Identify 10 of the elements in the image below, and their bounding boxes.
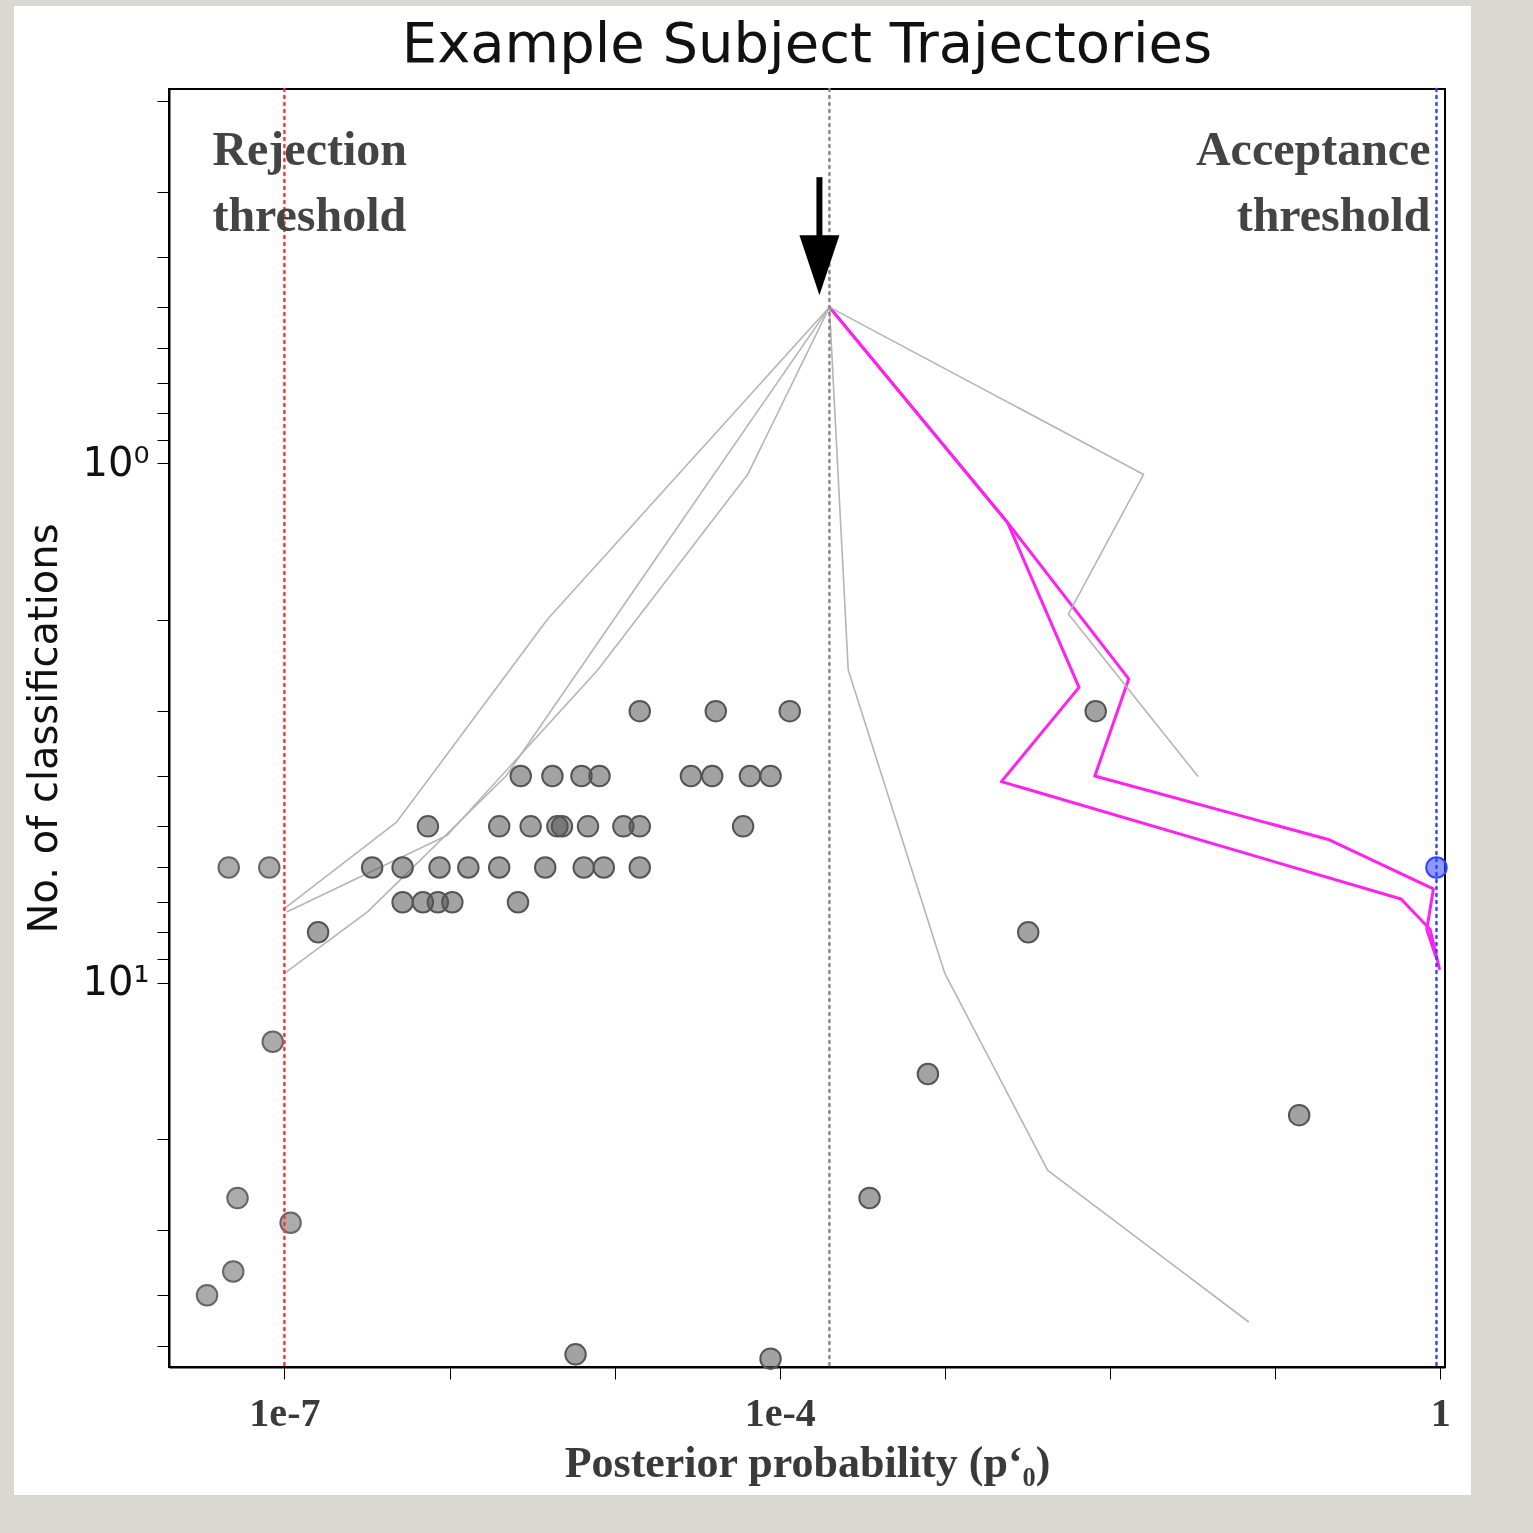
ref-line-label: Acceptance threshold: [1195, 122, 1431, 241]
chart-title: Example Subject Trajectories: [401, 9, 1213, 75]
y-tick-label: 10¹: [82, 958, 150, 1005]
y-tick-label: 10⁰: [82, 438, 150, 485]
x-axis-title: Posterior probability (p‘₀): [564, 1437, 1051, 1487]
x-tick-label: 1e-4: [744, 1389, 816, 1435]
y-axis-title: No. of classifications: [19, 523, 66, 934]
ref-line-label: Rejection threshold: [212, 122, 407, 241]
x-tick-label: 1e-7: [249, 1389, 321, 1435]
x-tick-label: 1: [1430, 1389, 1451, 1435]
